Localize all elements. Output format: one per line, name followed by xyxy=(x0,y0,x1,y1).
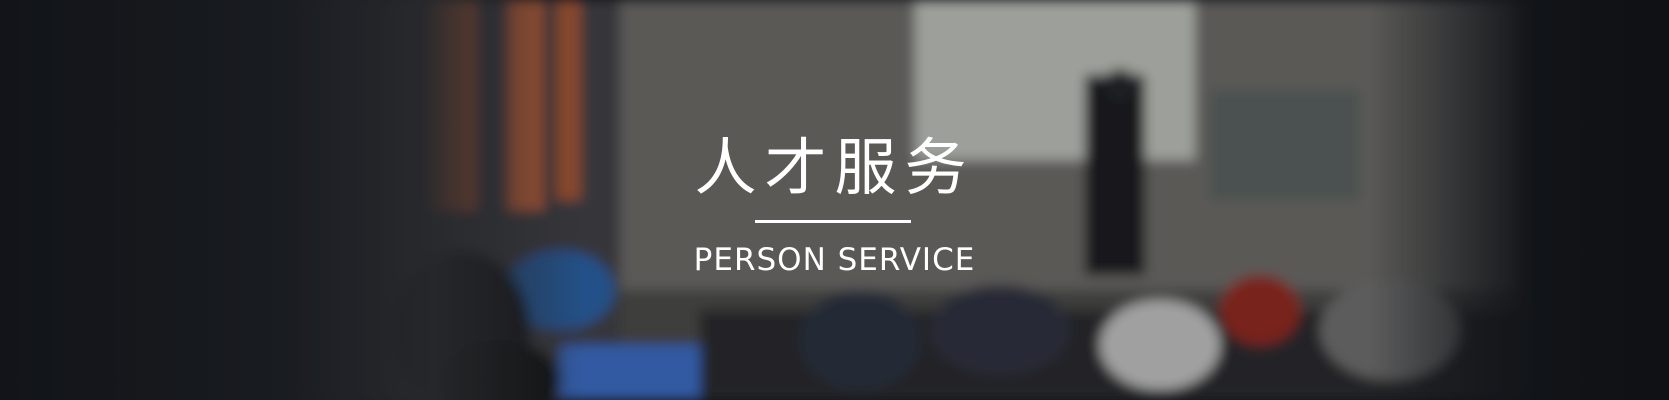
divider xyxy=(755,220,911,223)
banner-title: 人才服务 xyxy=(694,131,975,204)
banner-subtitle: PERSON SERVICE xyxy=(693,242,976,278)
